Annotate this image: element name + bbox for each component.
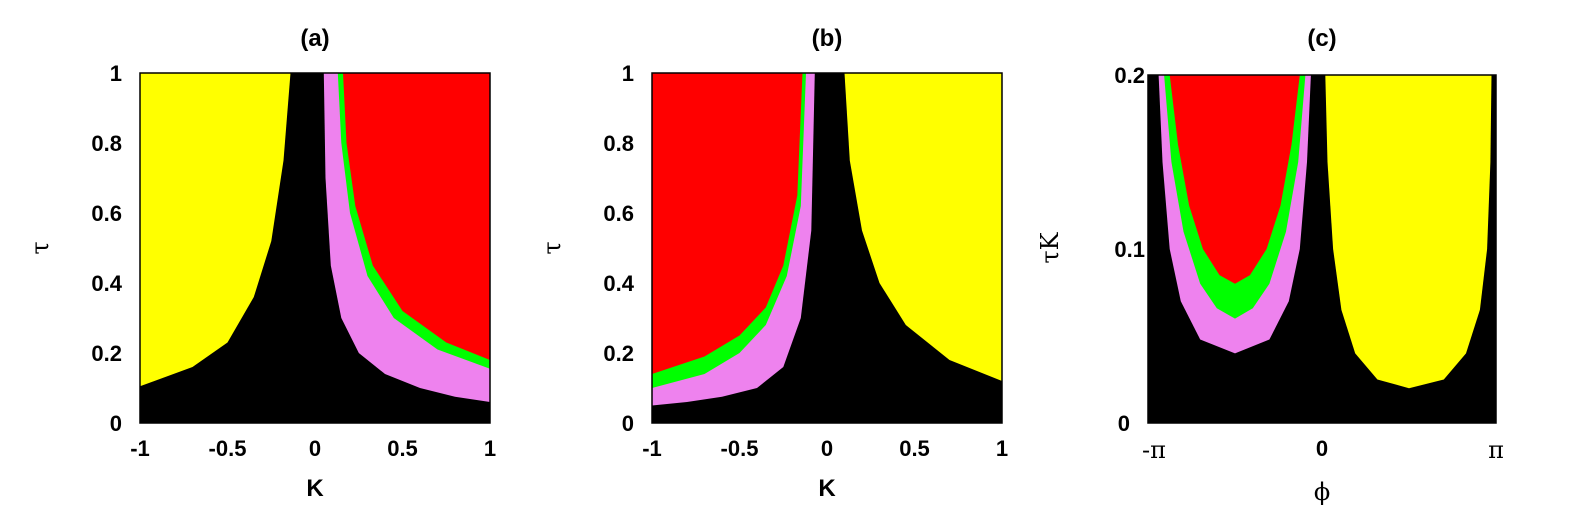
- panel-b-ytick: 0.2: [603, 341, 634, 366]
- panel-c-xtick: 0: [1316, 436, 1328, 461]
- panel-a-ytick: 1: [110, 61, 122, 86]
- panel-c-ytick: 0.2: [1114, 63, 1145, 88]
- panel-a-xtick: 0.5: [387, 436, 418, 461]
- panel-b-title: (b): [812, 25, 843, 52]
- panel-c-frame: [1147, 74, 1497, 424]
- region-red: [652, 73, 803, 374]
- panel-b-yticks: 0 0.2 0.4 0.6 0.8 1: [603, 61, 634, 436]
- panel-b-regions: [652, 73, 1002, 406]
- panel-b-ytick: 0.8: [603, 131, 634, 156]
- panel-b: (b) K τ -1 -0.5 0 0.5 1 0 0.2 0.4 0.6 0.…: [538, 25, 1008, 502]
- region-yellow: [844, 73, 1002, 381]
- panel-b-xtick: 1: [996, 436, 1008, 461]
- panel-b-xtick: 0.5: [899, 436, 930, 461]
- panel-c-xtick: π: [1488, 436, 1504, 464]
- panel-b-ytick: 0.4: [603, 271, 634, 296]
- panel-a-ylabel: τ: [26, 241, 54, 254]
- region-red: [343, 73, 490, 360]
- panel-b-xticks: -1 -0.5 0 0.5 1: [642, 436, 1008, 461]
- panel-b-xlabel: K: [818, 475, 836, 502]
- panel-a-xtick: -0.5: [209, 436, 247, 461]
- panel-c-ytick: 0.1: [1114, 237, 1145, 262]
- panel-a-ytick: 0.4: [91, 271, 122, 296]
- panel-a-yticks: 0 0.2 0.4 0.6 0.8 1: [91, 61, 122, 436]
- panel-c: (c) ϕ τK -π 0 π 0 0.1 0.2: [1036, 25, 1504, 506]
- panel-a-ytick: 0.6: [91, 201, 122, 226]
- panel-a-frame: [139, 72, 491, 424]
- panel-a-xticks: -1 -0.5 0 0.5 1: [130, 436, 496, 461]
- panel-c-title: (c): [1307, 25, 1336, 52]
- panel-b-frame: [651, 72, 1003, 424]
- panel-a-regions: [140, 73, 490, 402]
- panel-a: (a) K τ -1 -0.5 0 0.5 1 0 0.2 0.4 0.6 0.…: [26, 25, 496, 502]
- region-red: [1169, 75, 1300, 284]
- panel-a-xtick: 0: [309, 436, 321, 461]
- panel-b-xtick: 0: [821, 436, 833, 461]
- panel-c-yticks: 0 0.1 0.2: [1114, 63, 1145, 436]
- panel-b-xtick: -0.5: [721, 436, 759, 461]
- panel-b-ylabel: τ: [538, 241, 566, 254]
- region-yellow: [140, 73, 291, 387]
- panel-a-xlabel: K: [306, 475, 324, 502]
- panel-a-ytick: 0: [110, 411, 122, 436]
- panel-a-title: (a): [300, 25, 329, 52]
- panel-a-ytick: 0.8: [91, 131, 122, 156]
- panel-c-xtick: -π: [1142, 436, 1166, 464]
- panel-b-ytick: 0: [622, 411, 634, 436]
- panel-c-ytick: 0: [1118, 411, 1130, 436]
- panel-c-regions: [1158, 75, 1492, 389]
- panel-c-ylabel: τK: [1036, 231, 1064, 263]
- panel-a-ytick: 0.2: [91, 341, 122, 366]
- panel-b-ytick: 0.6: [603, 201, 634, 226]
- panel-b-xtick: -1: [642, 436, 662, 461]
- panel-a-xtick: -1: [130, 436, 150, 461]
- panel-c-xlabel: ϕ: [1314, 478, 1330, 506]
- panel-b-ytick: 1: [622, 61, 634, 86]
- panel-a-xtick: 1: [484, 436, 496, 461]
- region-yellow: [1325, 75, 1492, 389]
- panel-c-xticks: -π 0 π: [1142, 436, 1504, 464]
